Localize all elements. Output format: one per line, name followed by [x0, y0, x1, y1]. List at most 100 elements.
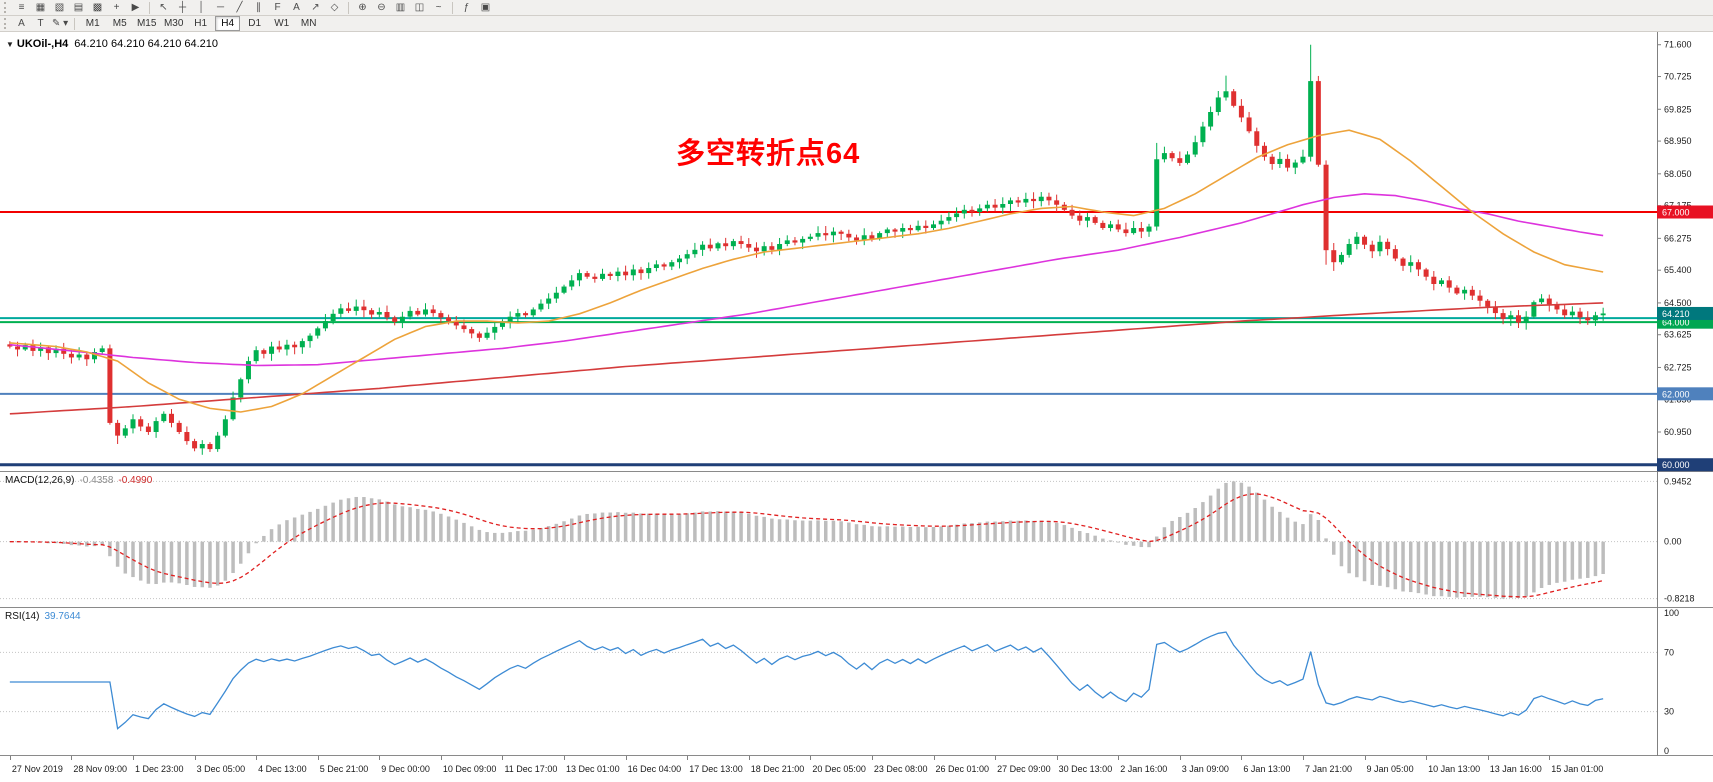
text-label-icon[interactable]: A [288, 1, 305, 15]
timeframe-m15-button[interactable]: M15 [134, 16, 159, 31]
crosshair-icon[interactable]: ┼ [174, 1, 191, 15]
time-tick [1426, 756, 1427, 760]
bar-chart-icon[interactable]: ▥ [392, 1, 409, 15]
text-tool-button[interactable]: T [32, 17, 49, 31]
price-tick: 62.725 [1664, 362, 1692, 372]
toolbar-separator [149, 2, 150, 14]
zoom-out-icon[interactable]: ⊖ [373, 1, 390, 15]
draw-tool-button[interactable]: ✎ ▾ [51, 17, 69, 31]
time-label: 7 Jan 21:00 [1305, 764, 1352, 774]
horizontal-line-icon[interactable]: ─ [212, 1, 229, 15]
time-label: 9 Jan 05:00 [1367, 764, 1414, 774]
time-tick [1180, 756, 1181, 760]
toolbar-grip[interactable] [4, 2, 7, 13]
time-label: 27 Dec 09:00 [997, 764, 1051, 774]
timeframe-m1-button[interactable]: M1 [80, 16, 105, 31]
timeframe-d1-button[interactable]: D1 [242, 16, 267, 31]
time-tick [810, 756, 811, 760]
time-label: 9 Dec 00:00 [381, 764, 430, 774]
ma-medium-magenta-line [10, 194, 1603, 366]
macd-name: MACD(12,26,9) [5, 475, 74, 486]
timeframe-h1-button[interactable]: H1 [188, 16, 213, 31]
macd-scale-label: 0.9452 [1664, 476, 1692, 486]
fibonacci-icon[interactable]: F [269, 1, 286, 15]
macd-panel[interactable]: 0.94520.00-0.8218 MACD(12,26,9)-0.4358-0… [0, 472, 1713, 608]
price-tag-62.000-text: 62.000 [1662, 389, 1690, 399]
timeframe-h4-button[interactable]: H4 [215, 16, 240, 31]
autotrading-icon[interactable]: ▶ [127, 1, 144, 15]
time-label: 10 Jan 13:00 [1428, 764, 1480, 774]
toolbar-timeframes: AT✎ ▾ M1M5M15M30H1H4D1W1MN [0, 16, 1713, 32]
equidistant-channel-icon[interactable]: ∥ [250, 1, 267, 15]
terminal-icon[interactable]: ▤ [70, 1, 87, 15]
zoom-in-icon[interactable]: ⊕ [354, 1, 371, 15]
time-tick [1549, 756, 1550, 760]
time-label: 27 Nov 2019 [12, 764, 63, 774]
new-order-icon[interactable]: + [108, 1, 125, 15]
chart-menu-icon[interactable]: ▼ [6, 40, 14, 49]
time-tick [626, 756, 627, 760]
time-label: 13 Jan 16:00 [1490, 764, 1542, 774]
indicators-icon[interactable]: ƒ [458, 1, 475, 15]
rsi-scale-label: 0 [1664, 746, 1669, 756]
price-axis[interactable]: 71.60070.72569.82568.95068.05067.17566.2… [1657, 32, 1713, 472]
data-window-icon[interactable]: ▦ [32, 1, 49, 15]
macd-histogram [10, 481, 1603, 598]
ohlc-values: 64.210 64.210 64.210 64.210 [74, 38, 218, 50]
time-label: 4 Dec 13:00 [258, 764, 307, 774]
macd-chart: 0.94520.00-0.8218 [0, 472, 1713, 608]
time-label: 13 Dec 01:00 [566, 764, 620, 774]
time-label: 6 Jan 13:00 [1243, 764, 1290, 774]
time-tick [564, 756, 565, 760]
time-label: 15 Jan 01:00 [1551, 764, 1603, 774]
timeframe-mn-button[interactable]: MN [296, 16, 321, 31]
arrow-tool-icon[interactable]: ↗ [307, 1, 324, 15]
candlestick-chart-icon[interactable]: ◫ [411, 1, 428, 15]
toolbar-separator [74, 18, 75, 30]
rsi-label: RSI(14)39.7644 [5, 611, 81, 622]
toolbar-separator [452, 2, 453, 14]
price-tick: 68.050 [1664, 169, 1692, 179]
price-chart: 71.60070.72569.82568.95068.05067.17566.2… [0, 32, 1713, 472]
annotation-tool-button[interactable]: A [13, 17, 30, 31]
navigator-icon[interactable]: ▧ [51, 1, 68, 15]
chart-annotation: 多空转折点64 [676, 130, 860, 172]
templates-icon[interactable]: ▣ [477, 1, 494, 15]
time-label: 18 Dec 21:00 [751, 764, 805, 774]
line-chart-icon[interactable]: ~ [430, 1, 447, 15]
market-watch-icon[interactable]: ≡ [13, 1, 30, 15]
timeframe-m30-button[interactable]: M30 [161, 16, 186, 31]
price-tick: 64.500 [1664, 298, 1692, 308]
time-tick [10, 756, 11, 760]
time-label: 3 Jan 09:00 [1182, 764, 1229, 774]
time-tick [71, 756, 72, 760]
time-label: 16 Dec 04:00 [628, 764, 682, 774]
macd-value-main: -0.4358 [79, 475, 113, 486]
time-label: 3 Dec 05:00 [197, 764, 246, 774]
cursor-icon[interactable]: ↖ [155, 1, 172, 15]
time-tick [687, 756, 688, 760]
time-label: 10 Dec 09:00 [443, 764, 497, 774]
time-tick [1241, 756, 1242, 760]
time-tick [256, 756, 257, 760]
time-tick [749, 756, 750, 760]
vertical-line-icon[interactable]: │ [193, 1, 210, 15]
time-tick [872, 756, 873, 760]
rsi-panel[interactable]: 10070300 RSI(14)39.7644 [0, 608, 1713, 756]
timeframe-w1-button[interactable]: W1 [269, 16, 294, 31]
trendline-icon[interactable]: ╱ [231, 1, 248, 15]
time-axis[interactable]: 27 Nov 201928 Nov 09:001 Dec 23:003 Dec … [0, 756, 1713, 781]
shapes-icon[interactable]: ◇ [326, 1, 343, 15]
rsi-scale-label: 30 [1664, 707, 1674, 717]
price-tick: 69.825 [1664, 104, 1692, 114]
price-tick: 66.275 [1664, 233, 1692, 243]
timeframe-m5-button[interactable]: M5 [107, 16, 132, 31]
rsi-value: 39.7644 [44, 611, 80, 622]
chart-profiles-icon[interactable]: ▩ [89, 1, 106, 15]
toolbar-separator [348, 2, 349, 14]
time-label: 5 Dec 21:00 [320, 764, 369, 774]
main-chart-panel[interactable]: 71.60070.72569.82568.95068.05067.17566.2… [0, 32, 1713, 472]
time-tick [1488, 756, 1489, 760]
price-tick: 68.950 [1664, 136, 1692, 146]
toolbar-grip[interactable] [4, 18, 7, 29]
